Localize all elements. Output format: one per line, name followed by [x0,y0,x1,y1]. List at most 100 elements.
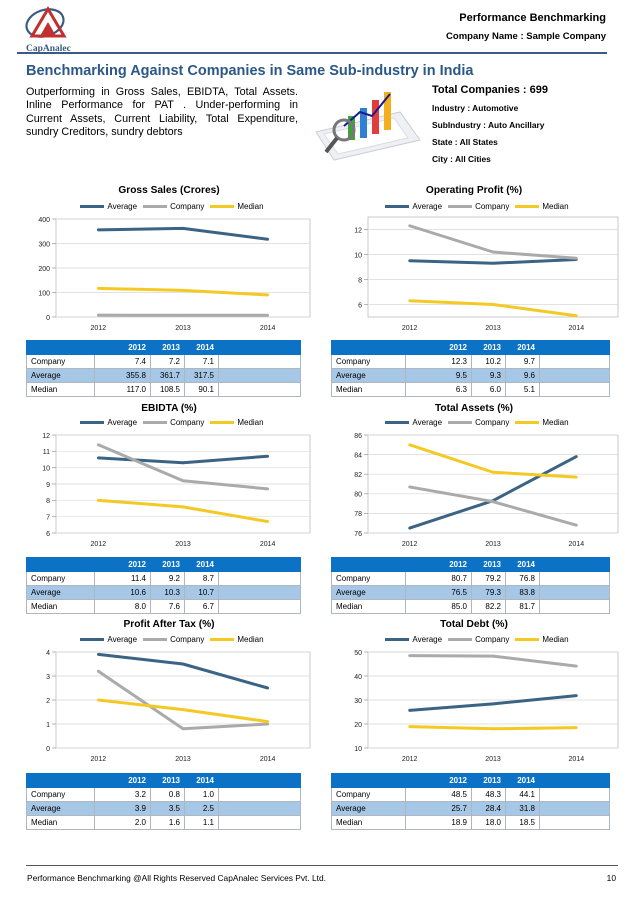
legend-label: Average [412,202,443,211]
table-row: Average 76.5 79.3 83.8 [331,585,610,600]
y-tick-label: 30 [354,698,362,705]
table-cell: 8.0 [94,599,151,614]
data-point [408,725,412,729]
legend-swatch [80,421,105,425]
legend-swatch [385,638,410,642]
row-label: Company [331,787,406,802]
table-cell: 1.0 [184,787,219,802]
table-header-row: 2012 2013 2014 [26,340,301,355]
y-tick-label: 3 [46,674,50,681]
table-header-cell: 2013 [150,340,185,355]
table-header-cell: 2014 [505,340,540,355]
table-cell-empty [218,801,301,816]
table-row: Average 355.8 361.7 317.5 [26,368,301,383]
y-tick-label: 200 [38,266,50,273]
y-tick-label: 11 [43,449,50,456]
table-cell: 18.5 [505,815,540,830]
chart-title: EBIDTA (%) [141,403,197,414]
table-cell-empty [539,571,610,586]
chart-plot: 10 20 30 40 50 2012 2013 2014 [354,650,619,763]
data-point [181,505,185,509]
x-tick-label: 2012 [402,756,418,763]
row-label: Company [26,787,95,802]
y-tick-label: 7 [46,514,50,521]
data-table: 2012 2013 2014 Company 48.5 48.3 44.1 Average 25… [331,773,610,830]
data-point [266,293,270,297]
chart-4: Total Assets (%) Average Company Median 76 78… [331,403,619,553]
table-cell: 7.2 [150,354,185,369]
data-point [574,314,578,318]
chart-plot: 0 1 2 3 4 2012 2013 2014 [46,650,311,763]
table-header-cell [331,773,406,788]
table-header-cell: 2014 [505,773,540,788]
table-row: Company 7.4 7.2 7.1 [26,354,301,369]
data-point [96,313,100,317]
row-label: Median [331,815,406,830]
y-tick-label: 6 [46,531,50,538]
table-header-cell: 2013 [471,773,506,788]
table-cell: 361.7 [150,368,185,383]
table-header-cell [539,557,610,572]
table-cell: 10.7 [184,585,219,600]
table-header-cell: 2012 [405,340,472,355]
table-cell: 355.8 [94,368,151,383]
y-tick-label: 10 [354,252,362,259]
data-point [181,461,185,465]
data-point [408,299,412,303]
table-header-cell: 2013 [471,340,506,355]
table-cell: 85.0 [405,599,472,614]
legend-swatch [448,421,473,425]
x-tick-label: 2014 [260,541,276,548]
x-tick-label: 2013 [175,325,191,332]
table-header-cell [26,557,95,572]
series-line-median [98,498,268,524]
y-tick-label: 12 [354,227,362,234]
table-row: Average 25.7 28.4 31.8 [331,801,610,816]
table-row: Company 48.5 48.3 44.1 [331,787,610,802]
legend-label: Median [542,418,569,427]
y-tick-label: 86 [354,433,362,440]
table-cell: 3.5 [150,801,185,816]
data-point [491,470,495,474]
legend-swatch [385,421,410,425]
x-tick-label: 2012 [402,325,418,332]
data-point [491,654,495,658]
table-cell-empty [539,585,610,600]
data-point [266,686,270,690]
table-cell: 10.2 [471,354,506,369]
chart-legend: Average Company Median [331,202,617,211]
table-row: Average 10.6 10.3 10.7 [26,585,301,600]
chart-legend: Average Company Median [331,635,617,644]
table-header-cell [26,773,95,788]
company-name: Company Name : Sample Company [446,31,606,42]
table-header-cell: 2012 [405,557,472,572]
table-cell: 2.0 [94,815,151,830]
table-cell: 12.3 [405,354,472,369]
header-divider [17,52,607,54]
row-label: Median [26,815,95,830]
chart-title: Operating Profit (%) [425,185,523,196]
data-point [266,313,270,317]
legend-label: Company [475,635,510,644]
data-point [96,443,100,447]
table-cell: 3.9 [94,801,151,816]
y-tick-label: 76 [354,531,362,538]
x-tick-label: 2014 [569,541,585,548]
data-point [408,224,412,228]
table-header-row: 2012 2013 2014 [331,340,610,355]
table-cell: 9.5 [405,368,472,383]
data-point [491,500,495,504]
chart-3: EBIDTA (%) Average Company Median 6 7 8 9 10 11 12… [26,403,312,553]
table-cell: 25.7 [405,801,472,816]
data-point [408,526,412,530]
legend-swatch [515,421,540,425]
table-header-cell: 2014 [505,557,540,572]
legend-swatch [210,205,235,209]
data-point [96,228,100,232]
table-header-row: 2012 2013 2014 [26,557,301,572]
table-cell-empty [218,571,301,586]
chart-legend: Average Company Median [26,635,312,644]
table-cell: 18.0 [471,815,506,830]
legend-swatch [143,638,168,642]
table-cell-empty [539,368,610,383]
